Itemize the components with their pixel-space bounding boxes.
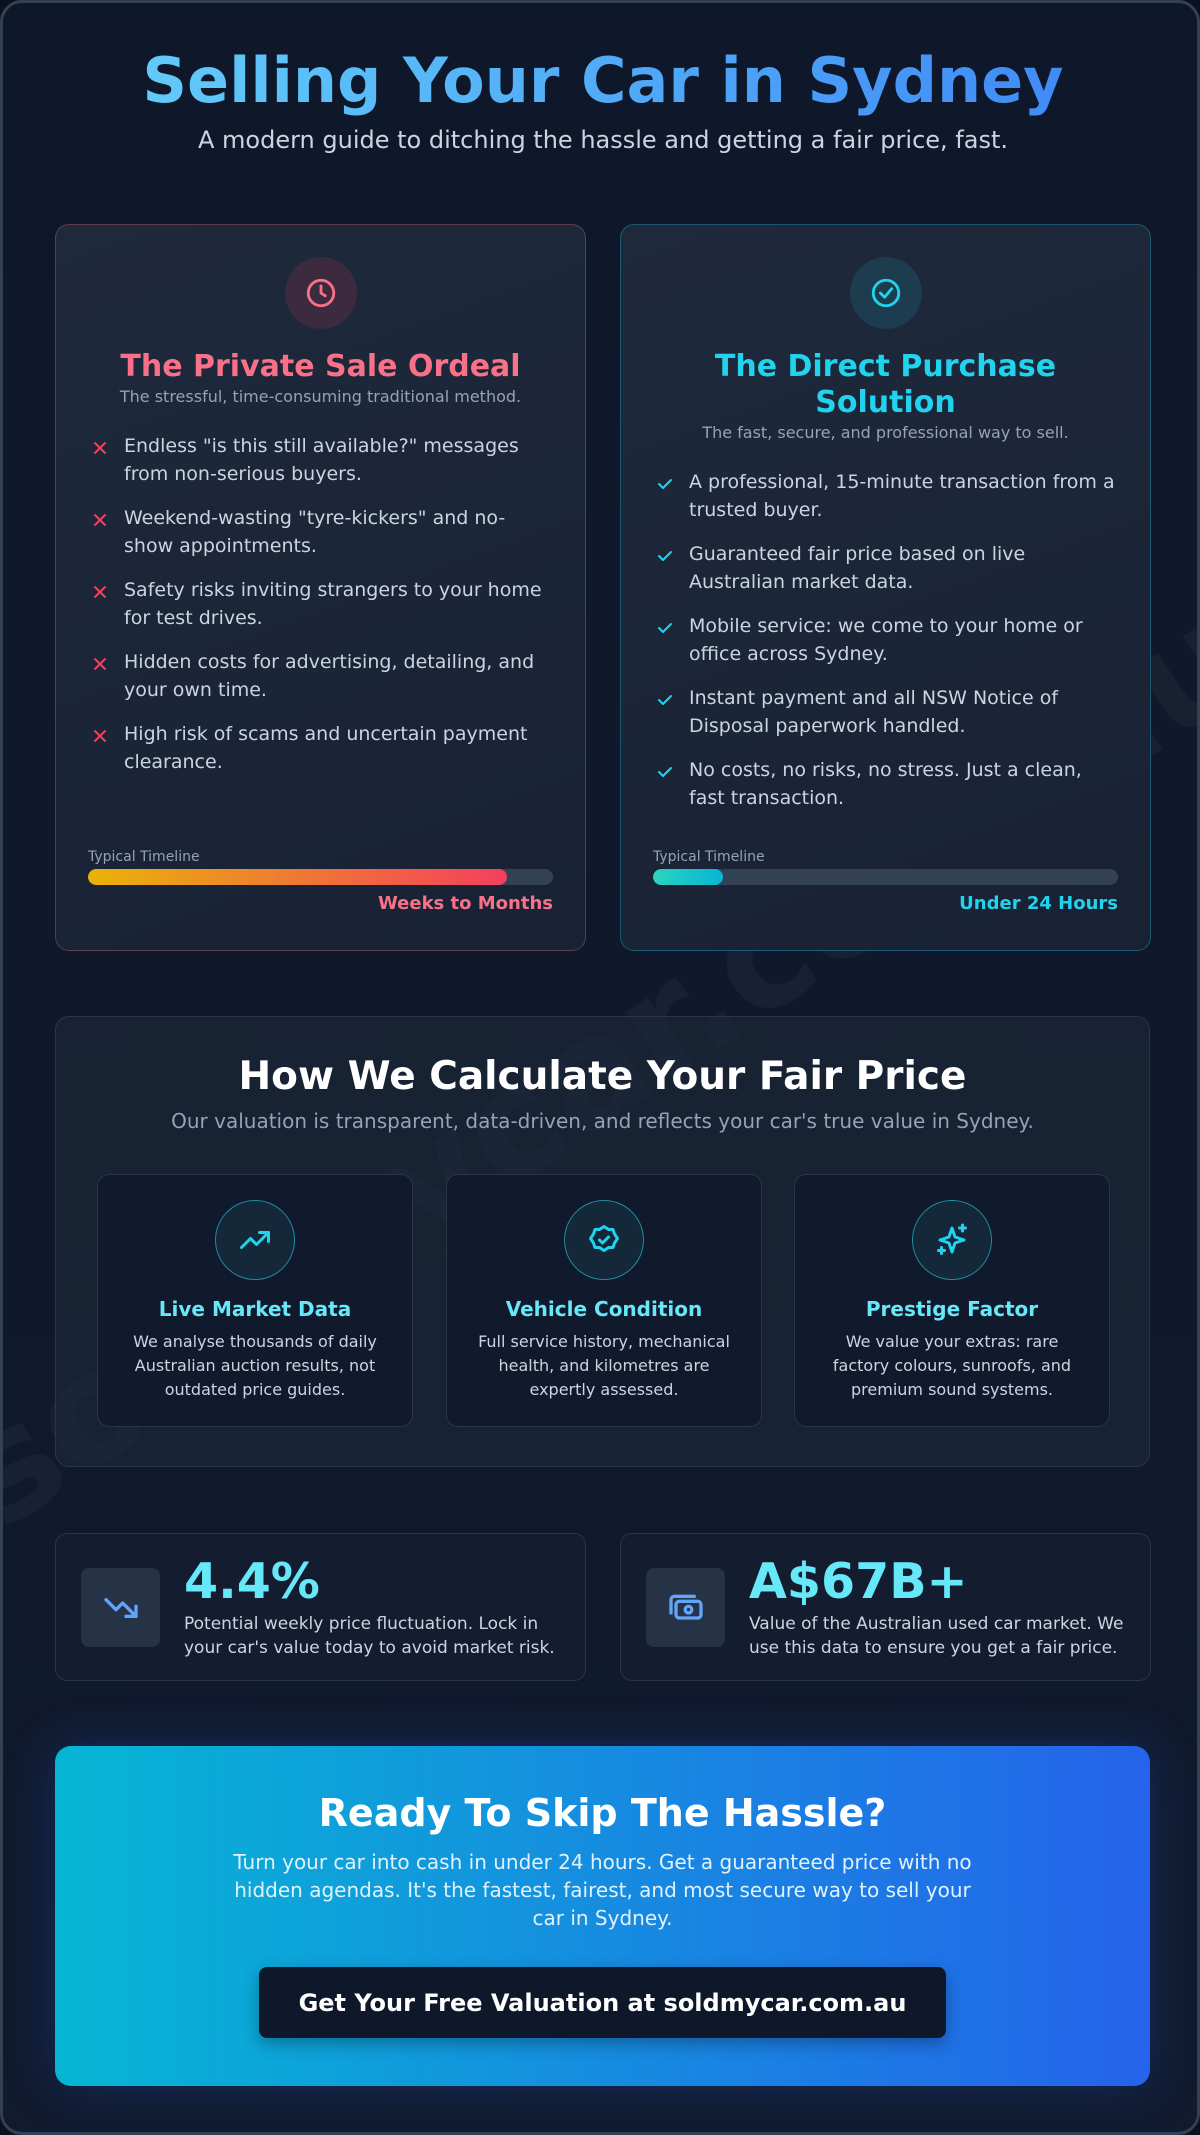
timeline-track	[88, 869, 553, 885]
factor-title: Live Market Data	[158, 1297, 352, 1321]
stat-text: Value of the Australian used car market.…	[749, 1614, 1124, 1658]
timeline-bar	[653, 869, 723, 885]
list-item: Endless "is this still available?" messa…	[88, 432, 553, 488]
list-item: A professional, 15-minute transaction fr…	[653, 468, 1118, 524]
page-subtitle: A modern guide to ditching the hassle an…	[197, 126, 1008, 154]
stat-card: A$67B+ Value of the Australian used car …	[620, 1533, 1151, 1681]
trend-icon	[215, 1200, 295, 1280]
card-title: The Direct Purchase Solution	[714, 349, 1057, 420]
list-item: Hidden costs for advertising, detailing,…	[88, 648, 553, 704]
list-item: Guaranteed fair price based on live Aust…	[653, 540, 1118, 596]
factor-card: Prestige Factor We value your extras: ra…	[794, 1174, 1110, 1427]
timeline-bar	[88, 869, 507, 885]
item-text: Guaranteed fair price based on live Aust…	[689, 543, 1026, 593]
factor-card: Vehicle Condition Full service history, …	[446, 1174, 762, 1427]
cta-banner: Ready To Skip The Hassle? Turn your car …	[55, 1746, 1150, 2086]
card-subtitle: The fast, secure, and professional way t…	[702, 423, 1069, 442]
header: Selling Your Car in Sydney A modern guid…	[3, 43, 1197, 155]
item-text: No costs, no risks, no stress. Just a cl…	[689, 759, 1082, 809]
pro-list: A professional, 15-minute transaction fr…	[653, 468, 1118, 812]
list-item: Instant payment and all NSW Notice of Di…	[653, 684, 1118, 740]
item-text: Safety risks inviting strangers to your …	[124, 579, 542, 629]
check-mark	[658, 551, 672, 561]
factor-title: Prestige Factor	[865, 1297, 1039, 1321]
check-mark	[658, 767, 672, 777]
factor-title: Vehicle Condition	[505, 1297, 703, 1321]
direct-purchase-card: The Direct Purchase Solution The fast, s…	[620, 224, 1151, 951]
item-text: Endless "is this still available?" messa…	[124, 435, 519, 485]
cross-mark	[94, 514, 106, 526]
trend-down-icon	[81, 1568, 160, 1647]
page-title: Selling Your Car in Sydney	[3, 43, 1197, 119]
card-subtitle: The stressful, time-consuming traditiona…	[119, 387, 522, 406]
clock-icon	[284, 257, 357, 329]
factor-text: Full service history, mechanical health,…	[478, 1332, 730, 1399]
list-item: Safety risks inviting strangers to your …	[88, 576, 553, 632]
timeline: Typical Timeline Under 24 Hours	[653, 849, 1118, 914]
cta-title: Ready To Skip The Hassle?	[318, 1791, 887, 1835]
check-mark	[658, 479, 672, 489]
timeline-value: Under 24 Hours	[959, 893, 1118, 914]
sparkle-icon	[912, 1200, 992, 1280]
list-item: No costs, no risks, no stress. Just a cl…	[653, 756, 1118, 812]
section-subtitle: Our valuation is transparent, data-drive…	[171, 1109, 1034, 1133]
check-icon	[849, 257, 922, 329]
timeline-track	[653, 869, 1118, 885]
item-text: A professional, 15-minute transaction fr…	[689, 471, 1115, 521]
stat-card: 4.4% Potential weekly price fluctuation.…	[55, 1533, 586, 1681]
timeline-label: Typical Timeline	[653, 849, 765, 865]
timeline: Typical Timeline Weeks to Months	[88, 849, 553, 914]
stat-text: Potential weekly price fluctuation. Lock…	[184, 1614, 555, 1658]
section-title: How We Calculate Your Fair Price	[238, 1054, 967, 1099]
item-text: High risk of scams and uncertain payment…	[124, 723, 528, 773]
timeline-value: Weeks to Months	[377, 893, 553, 914]
cross-mark	[94, 658, 106, 670]
cta-button[interactable]: Get Your Free Valuation at soldmycar.com…	[259, 1967, 946, 2038]
valuation-section: How We Calculate Your Fair Price Our val…	[55, 1016, 1150, 1467]
item-text: Weekend-wasting "tyre-kickers" and no-sh…	[124, 507, 506, 557]
item-text: Instant payment and all NSW Notice of Di…	[689, 687, 1059, 737]
con-list: Endless "is this still available?" messa…	[88, 432, 553, 776]
factor-card: Live Market Data We analyse thousands of…	[97, 1174, 413, 1427]
item-text: Hidden costs for advertising, detailing,…	[124, 651, 535, 701]
list-item: Weekend-wasting "tyre-kickers" and no-sh…	[88, 504, 553, 560]
factor-text: We analyse thousands of daily Australian…	[133, 1332, 377, 1399]
item-text: Mobile service: we come to your home or …	[689, 615, 1083, 665]
list-item: High risk of scams and uncertain payment…	[88, 720, 553, 776]
cross-mark	[94, 586, 106, 598]
factor-text: We value your extras: rare factory colou…	[832, 1332, 1072, 1399]
timeline-label: Typical Timeline	[88, 849, 200, 865]
check-mark	[658, 623, 672, 633]
private-sale-card: The Private Sale Ordeal The stressful, t…	[55, 224, 586, 951]
cross-mark	[94, 442, 106, 454]
stat-value: 4.4%	[184, 1553, 320, 1610]
money-icon	[646, 1568, 725, 1647]
check-mark	[658, 695, 672, 705]
cta-text: Turn your car into cash in under 24 hour…	[233, 1850, 972, 1930]
stat-value: A$67B+	[749, 1553, 968, 1610]
badge-icon	[564, 1200, 644, 1280]
list-item: Mobile service: we come to your home or …	[653, 612, 1118, 668]
card-title: The Private Sale Ordeal	[120, 349, 521, 384]
cross-mark	[94, 730, 106, 742]
